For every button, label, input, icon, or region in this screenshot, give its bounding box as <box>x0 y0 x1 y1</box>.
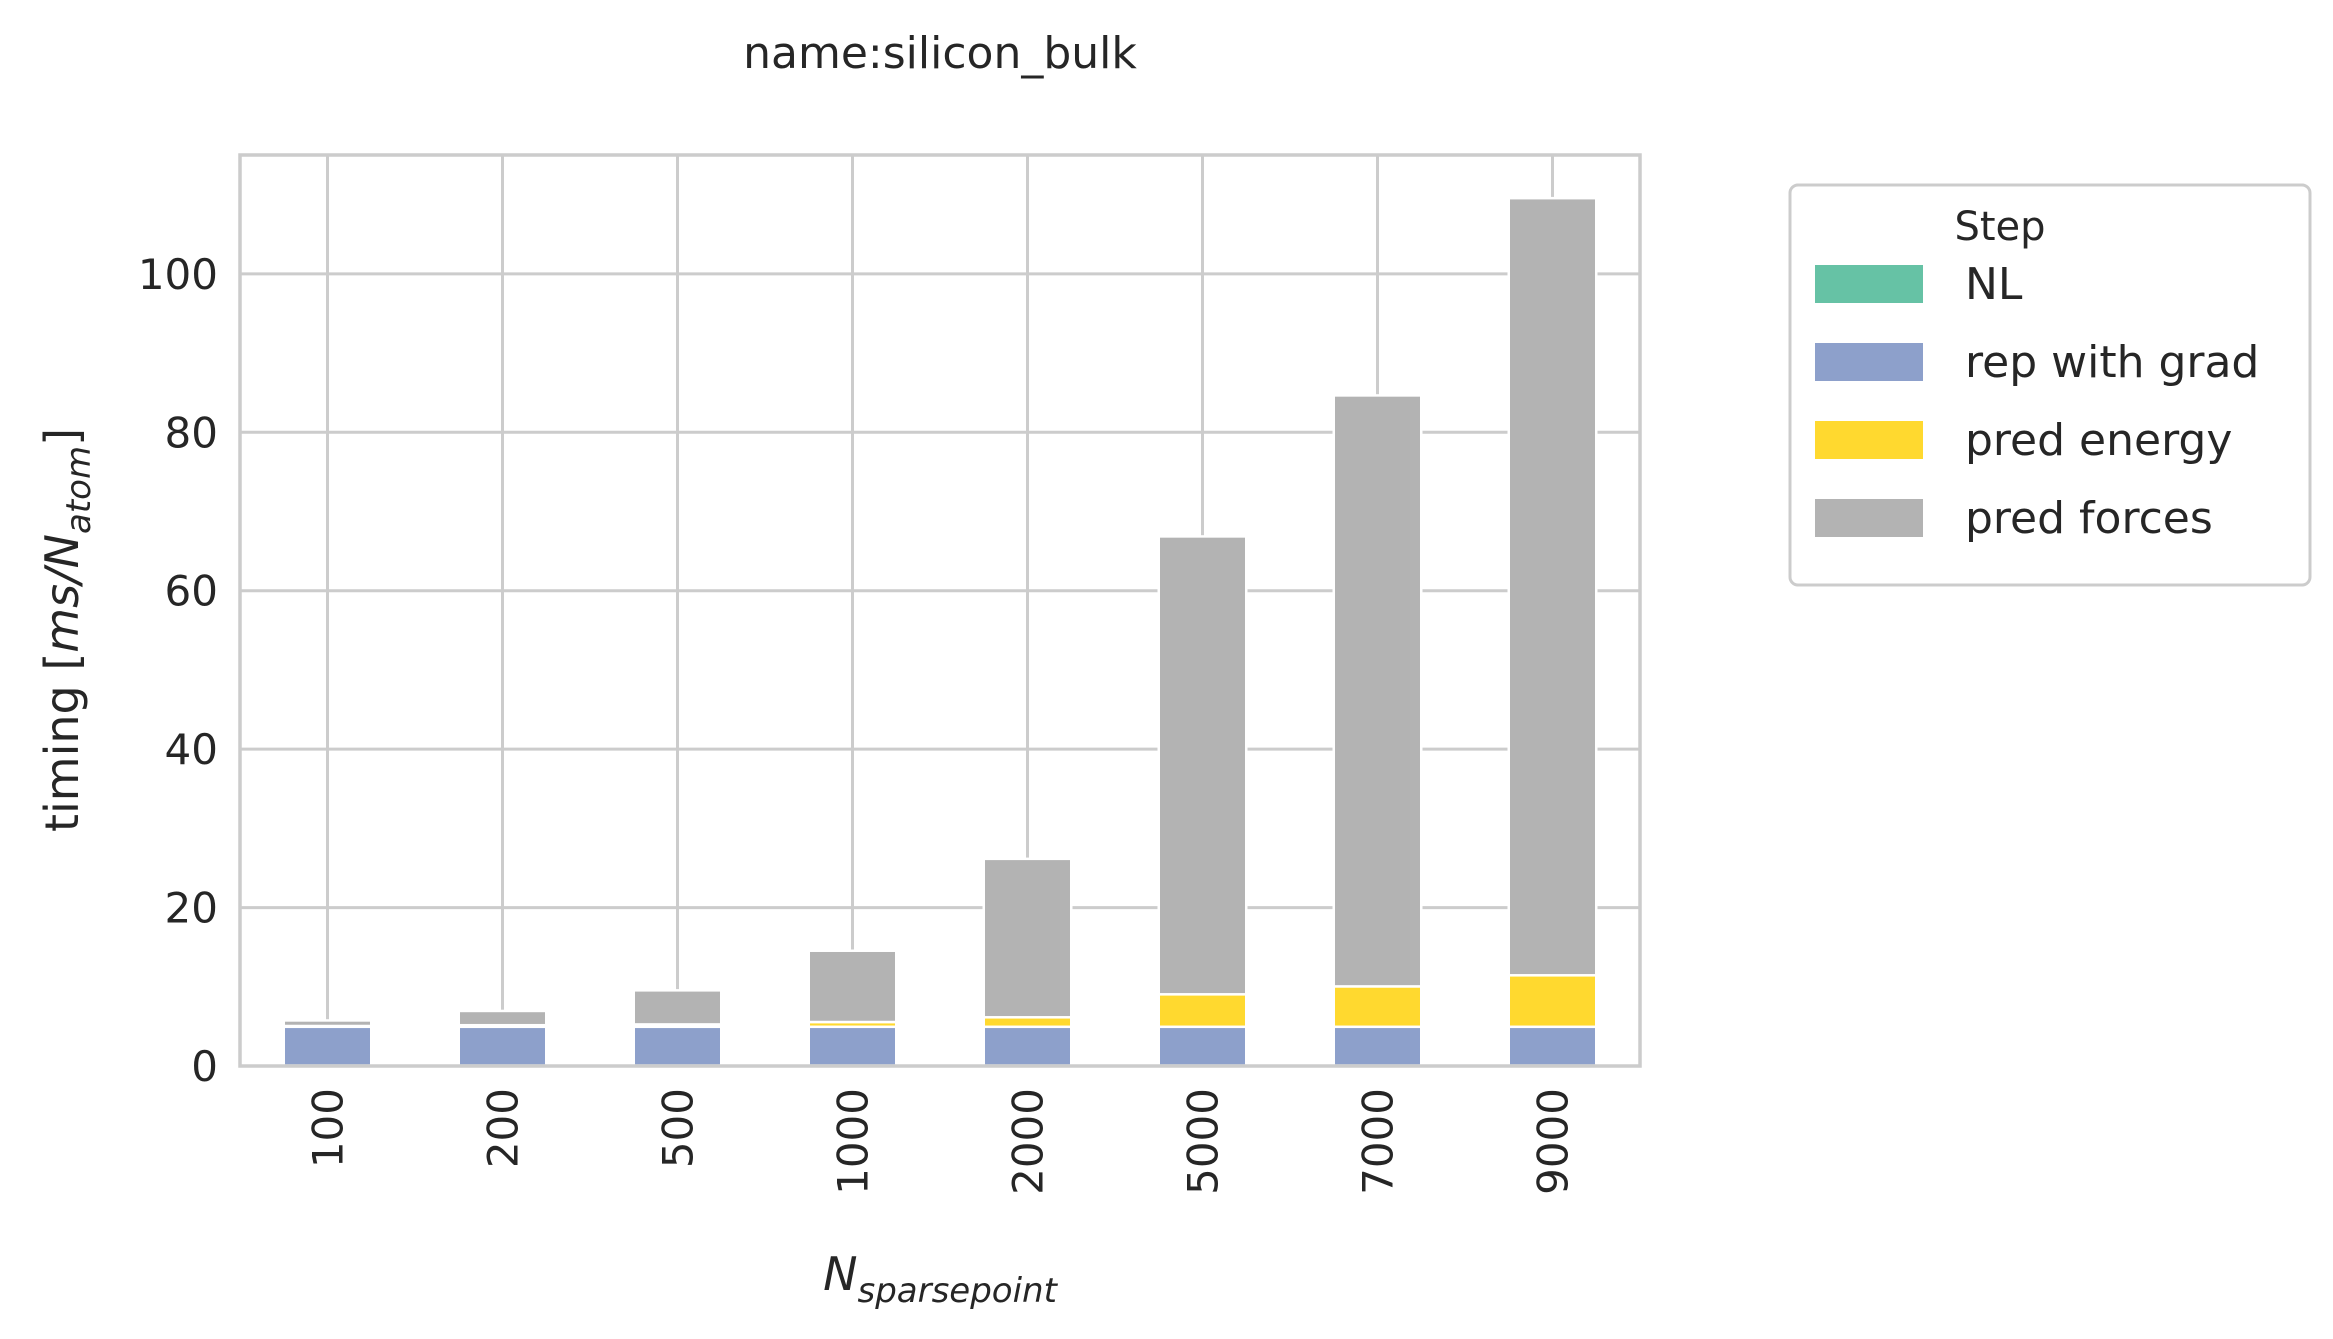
bar-segment <box>982 1016 1073 1029</box>
bar-segment <box>282 1019 373 1028</box>
y-tick-label: 60 <box>165 567 218 616</box>
legend-swatch <box>1815 265 1923 303</box>
y-tick-label: 80 <box>165 408 218 457</box>
bar-segment <box>1157 993 1248 1029</box>
bar-segment <box>982 1025 1073 1067</box>
legend-entry: pred energy <box>1965 415 2232 466</box>
bar-segment <box>282 1025 373 1067</box>
bar-segment <box>1332 1025 1423 1067</box>
legend-swatch <box>1815 499 1923 537</box>
plot-frame <box>238 153 1642 1068</box>
y-tick-label: 20 <box>165 884 218 933</box>
x-tick-label: 1000 <box>829 1088 878 1195</box>
x-tick-label: 7000 <box>1354 1088 1403 1195</box>
bar-segment <box>1157 1025 1248 1067</box>
x-tick-label: 5000 <box>1179 1088 1228 1195</box>
bar-segment <box>1332 985 1423 1029</box>
bar-segment <box>1332 394 1423 988</box>
bar-segment <box>632 1025 723 1067</box>
bar-segment <box>632 989 723 1026</box>
bar-segment <box>1507 196 1598 977</box>
y-axis-label: timing [ms/Natom] <box>35 428 99 832</box>
bar-segment <box>457 1009 548 1027</box>
plot-area: 0 20 40 60 80 100 100 200 500 1000 2000 5000 7000 900… <box>138 153 1642 1195</box>
x-tick-label: 9000 <box>1529 1088 1578 1195</box>
x-tick-label: 2000 <box>1004 1088 1053 1195</box>
bar-segment <box>807 949 898 1024</box>
legend-swatch <box>1815 343 1923 381</box>
legend-entry: rep with grad <box>1965 337 2259 388</box>
bar-segment <box>1507 974 1598 1029</box>
bar-segment <box>982 857 1073 1019</box>
bar-segment <box>1507 1025 1598 1067</box>
legend-title: Step <box>1954 204 2045 250</box>
x-tick-label: 200 <box>479 1088 528 1168</box>
x-tick-label: 500 <box>654 1088 703 1168</box>
y-tick-label: 0 <box>191 1042 218 1091</box>
bar-segment <box>1157 535 1248 996</box>
x-tick-label: 100 <box>304 1088 353 1168</box>
legend-entry: pred forces <box>1965 493 2213 544</box>
legend-swatch <box>1815 421 1923 459</box>
chart-title: name:silicon_bulk <box>743 28 1137 79</box>
bar-segment <box>457 1025 548 1067</box>
bar-segment <box>807 1025 898 1067</box>
y-tick-label: 100 <box>138 250 218 299</box>
y-tick-label: 40 <box>165 725 218 774</box>
legend-entry: NL <box>1965 259 2023 310</box>
legend: Step NL rep with grad pred energy pred force… <box>1788 183 2312 587</box>
x-axis-label: Nsparsepoint <box>823 1247 1059 1311</box>
